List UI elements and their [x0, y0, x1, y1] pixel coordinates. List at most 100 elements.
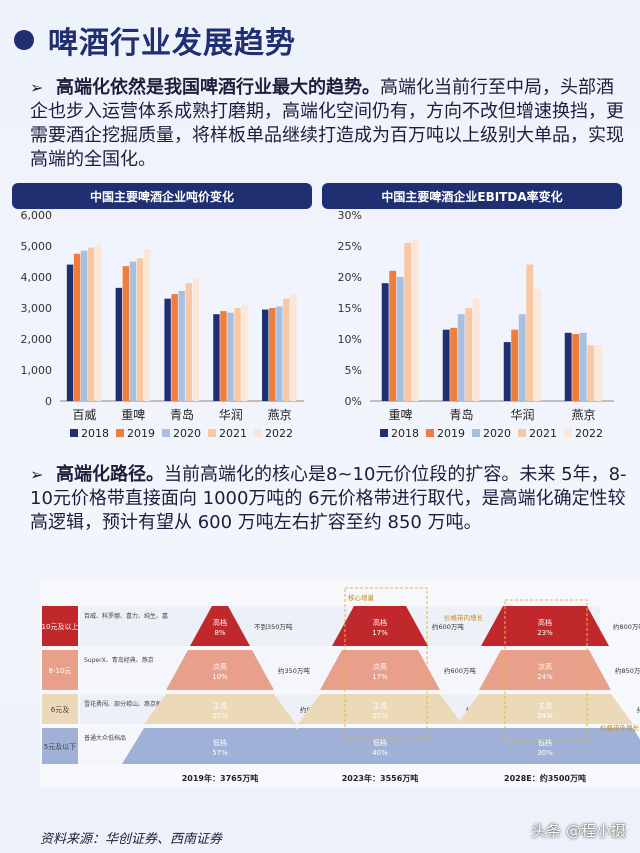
tier-label: 6元及 — [51, 706, 69, 714]
bar-2022-燕京 — [290, 294, 297, 401]
x-category-label: 重啤 — [121, 407, 145, 422]
highlight-box — [344, 587, 428, 739]
tier-label-box — [42, 650, 78, 690]
pyramid-level-低档 — [122, 728, 318, 764]
legend-label-2020: 2020 — [173, 427, 201, 440]
legend-label-2018: 2018 — [391, 427, 419, 440]
tier-label-box — [42, 728, 78, 764]
bar-2021-青岛 — [465, 308, 473, 401]
pyramid-level-低档 — [435, 728, 640, 764]
x-category-label: 燕京 — [571, 408, 595, 422]
x-category-label: 青岛 — [170, 407, 194, 422]
y-tick-label: 5,000 — [21, 240, 53, 253]
level-pct: 40% — [372, 749, 388, 757]
x-category-label: 百威 — [72, 408, 96, 422]
tier-label-box — [42, 694, 78, 724]
bar-2018-青岛 — [164, 298, 171, 401]
legend-swatch-2018 — [380, 429, 388, 437]
level-volume: 约600万吨 — [432, 622, 464, 631]
bar-2022-百威 — [94, 244, 102, 401]
legend-label-2019: 2019 — [127, 427, 155, 440]
tier-label: 5元及以下 — [44, 743, 76, 751]
level-name: 低档 — [213, 738, 227, 747]
legend-label-2022: 2022 — [265, 427, 293, 440]
y-tick-label: 10% — [338, 333, 362, 346]
pyramid-level-次高 — [320, 650, 440, 690]
highlight-box — [504, 599, 588, 741]
annotation-note: 价格带内增长 — [444, 613, 484, 622]
level-name: 高档 — [538, 618, 552, 627]
year-caption: 2023年：3556万吨 — [342, 773, 419, 783]
level-pct: 25% — [212, 712, 228, 720]
bar-2021-华润 — [234, 308, 241, 401]
watermark: 头条 @程小摄 — [531, 822, 626, 840]
x-category-label: 重啤 — [388, 407, 412, 422]
x-category-label: 华润 — [219, 408, 243, 422]
level-pct: 25% — [372, 712, 388, 720]
level-name: 高档 — [213, 618, 227, 627]
annotation-note: 价格带外增长 — [600, 723, 640, 732]
bar-2021-华润 — [526, 264, 534, 401]
level-name: 次高 — [213, 662, 227, 671]
legend-swatch-2022 — [254, 429, 262, 437]
legend-label-2020: 2020 — [483, 427, 511, 440]
legend-label-2021: 2021 — [529, 427, 557, 440]
level-volume: 约800万吨 — [613, 622, 640, 631]
legend-label-2019: 2019 — [437, 427, 465, 440]
legend-swatch-2021 — [208, 429, 216, 437]
bar-2020-华润 — [227, 312, 234, 401]
tier-label: 8-10元 — [49, 667, 72, 675]
section-path-text: 当前高端化的核心是8~10元价位段的扩容。未来 5年，8-10元价格带直接面向 … — [30, 464, 627, 533]
bar-2021-燕京 — [587, 345, 595, 401]
legend-swatch-2019 — [426, 429, 434, 437]
bar-2020-燕京 — [276, 306, 283, 401]
tier-brands: 百威、科罗娜、喜力、纯生、嘉 — [84, 612, 168, 620]
section-path-heading: 高端化路径。 — [56, 464, 164, 485]
bullet-dot-icon — [14, 30, 34, 50]
bar-2022-华润 — [533, 289, 541, 401]
tier-brands: SuperX、青岛经典、燕京 — [84, 656, 154, 664]
bar-2019-重啤 — [389, 270, 397, 401]
bar-2020-青岛 — [178, 290, 185, 401]
bar-2018-百威 — [66, 264, 74, 401]
bar-2022-青岛 — [472, 298, 480, 401]
level-name: 低档 — [373, 738, 387, 747]
y-tick-label: 25% — [338, 240, 362, 253]
pyramid-level-高档 — [332, 606, 428, 646]
bar-2019-青岛 — [450, 327, 458, 401]
level-volume: 不到350万吨 — [254, 622, 293, 631]
y-tick-label: 2,000 — [21, 333, 53, 346]
chart-ebitda: 中国主要啤酒企业EBITDA率变化 0% 5% 10% 15% 20% 25% 30% 重啤 青… — [322, 183, 622, 445]
level-name: 次高 — [538, 662, 552, 671]
page-title: 啤酒行业发展趋势 — [48, 26, 296, 61]
bar-2022-青岛 — [192, 278, 199, 401]
level-pct: 24% — [537, 673, 553, 681]
section-path: ➢ 高端化路径。当前高端化的核心是8~10元价位段的扩容。未来 5年，8-10元价… — [30, 463, 630, 535]
bar-2019-华润 — [511, 329, 519, 401]
pyramid-level-次高 — [479, 650, 611, 690]
bar-2019-燕京 — [269, 308, 276, 401]
bar-2018-重啤 — [381, 283, 389, 401]
pyramid-level-次高 — [166, 650, 274, 690]
chart-ton-price: 中国主要啤酒企业吨价变化 0 1,000 2,000 3,000 4,000 5,000 6… — [12, 183, 312, 445]
tier-label: 10元及以上 — [42, 622, 79, 631]
arrow-bullet-icon: ➢ — [30, 465, 44, 484]
chart-ton-price-plot: 0 1,000 2,000 3,000 4,000 5,000 6,000 百威 重啤 青岛 华润 燕… — [21, 211, 304, 440]
bar-2019-燕京 — [572, 334, 580, 401]
y-tick-label: 5% — [345, 364, 362, 377]
tier-brands: 普通大众低档品 — [84, 734, 126, 742]
level-volume: 约350万吨 — [278, 666, 310, 675]
bar-2020-重啤 — [396, 277, 404, 401]
x-category-label: 青岛 — [449, 407, 473, 422]
bar-2020-华润 — [518, 314, 526, 401]
chart-ebitda-plot: 0% 5% 10% 15% 20% 25% 30% 重啤 青岛 华润 燕京 2018 2019 2020 2… — [338, 211, 614, 440]
level-pct: 30% — [537, 749, 553, 757]
y-tick-label: 0% — [345, 395, 362, 408]
section-trend-text: 高端化当前行至中局，头部酒企也步入运营体系成熟打磨期，高端化空间仍有，方向不改但… — [30, 77, 624, 170]
legend-swatch-2019 — [116, 429, 124, 437]
level-pct: 23% — [537, 629, 553, 637]
bar-2018-重啤 — [115, 287, 123, 401]
legend-swatch-2018 — [70, 429, 78, 437]
